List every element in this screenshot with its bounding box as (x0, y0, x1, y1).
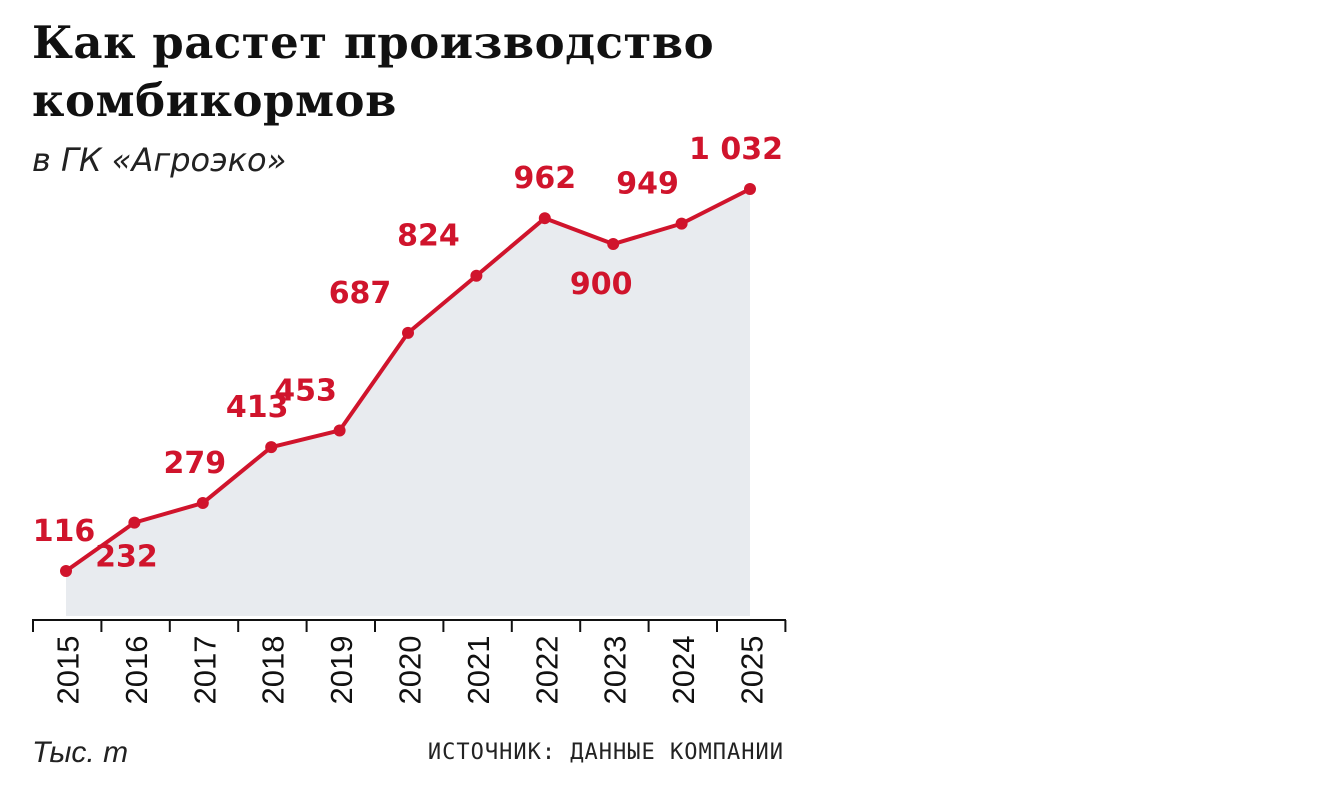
data-label-2023: 900 (570, 267, 633, 302)
x-tick-label-2021: 2021 (461, 636, 496, 705)
x-tick-label-2015: 2015 (51, 636, 86, 705)
data-label-2022: 962 (513, 161, 576, 196)
data-point-2019 (333, 424, 346, 437)
area-fill-layer (66, 189, 750, 616)
data-label-2018: 413 (226, 390, 289, 425)
data-points (60, 183, 756, 577)
area-fill (66, 189, 750, 616)
units-label: Тыс. т (32, 736, 129, 769)
x-tick-labels: 2015 2016 2017 2018 2019 2020 2021 2022 2023 2024… (51, 636, 770, 705)
data-point-2024 (675, 217, 688, 230)
chart-subtitle: в ГК «Агроэко» (32, 141, 287, 179)
data-point-2021 (470, 269, 483, 282)
x-tick-label-2017: 2017 (187, 636, 222, 705)
data-label-2019: 453 (274, 373, 337, 408)
data-point-2025 (744, 183, 756, 195)
chart-title: Как растет производство комбикормов (32, 16, 715, 127)
x-tick-label-2022: 2022 (529, 636, 564, 705)
data-label-2020: 687 (329, 276, 392, 311)
x-tick-label-2024: 2024 (666, 636, 701, 705)
data-point-2022 (538, 212, 551, 225)
data-point-2017 (196, 497, 209, 510)
x-tick-label-2023: 2023 (598, 636, 633, 705)
x-tick-label-2025: 2025 (735, 636, 770, 705)
data-label-2021: 824 (397, 219, 460, 254)
x-tick-label-2020: 2020 (393, 636, 428, 705)
data-label-2024: 949 (616, 167, 679, 202)
x-tick-label-2019: 2019 (324, 636, 359, 705)
x-axis (32, 619, 787, 632)
data-label-2016: 232 (95, 540, 158, 575)
data-label-2017: 279 (163, 446, 226, 481)
data-point-2016 (128, 516, 141, 529)
x-tick-label-2016: 2016 (119, 636, 154, 705)
data-label-2015: 116 (33, 514, 96, 549)
source-note: ИСТОЧНИК: ДАННЫЕ КОМПАНИИ (427, 740, 784, 765)
data-point-2015 (60, 565, 72, 577)
x-tick-label-2018: 2018 (256, 636, 291, 705)
data-label-2025: 1 032 (689, 132, 783, 167)
data-point-2020 (402, 326, 414, 339)
data-point-2018 (265, 441, 278, 454)
data-point-2023 (607, 238, 620, 251)
